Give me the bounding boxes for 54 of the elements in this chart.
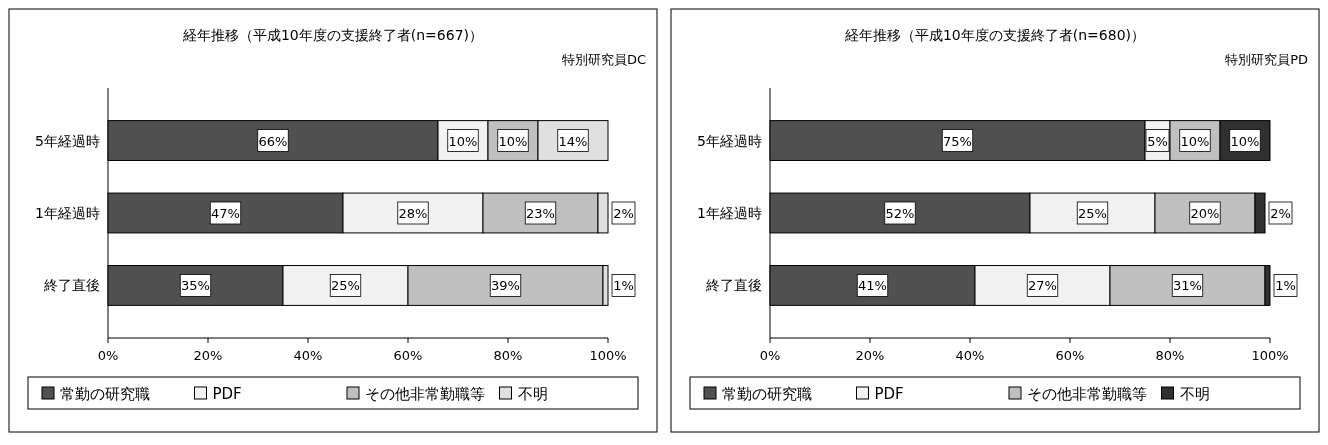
- data-label: 66%: [258, 133, 288, 149]
- legend-label: 常勤の研究職: [60, 385, 150, 403]
- y-tick-label: 終了直後: [43, 277, 100, 294]
- data-label: 10%: [498, 133, 528, 149]
- data-label: 52%: [885, 206, 915, 221]
- y-tick-label: 1年経過時: [35, 205, 100, 221]
- x-tick-label: 20%: [855, 348, 885, 363]
- legend-label: その他非常勤職等: [365, 385, 485, 403]
- x-tick-label: 0%: [97, 348, 119, 363]
- data-label: 10%: [1230, 133, 1260, 149]
- data-label: 75%: [943, 133, 972, 149]
- data-label: 25%: [1078, 206, 1107, 221]
- x-tick-label: 80%: [493, 348, 523, 363]
- data-label: 39%: [491, 278, 520, 294]
- data-label: 10%: [1180, 133, 1210, 149]
- data-label: 20%: [1190, 206, 1220, 221]
- legend-label: 常勤の研究職: [722, 385, 812, 403]
- data-label: 27%: [1028, 278, 1057, 294]
- data-label: 25%: [331, 278, 360, 294]
- chart-subtitle: 特別研究員DC: [561, 52, 646, 67]
- data-label: 1%: [613, 278, 634, 294]
- x-tick-label: 20%: [193, 348, 223, 363]
- data-label: 10%: [448, 133, 478, 149]
- x-tick-label: 0%: [759, 348, 781, 363]
- y-tick-label: 5年経過時: [697, 132, 762, 149]
- y-tick-label: 終了直後: [705, 277, 762, 294]
- data-label: 31%: [1173, 278, 1202, 294]
- y-tick-label: 5年経過時: [35, 132, 100, 149]
- x-tick-label: 100%: [1251, 348, 1289, 363]
- x-tick-label: 80%: [1155, 348, 1185, 363]
- x-tick-label: 40%: [293, 348, 323, 363]
- chart-title: 経年推移（平成10年度の支援終了者(n=680)）: [843, 27, 1146, 43]
- data-label: 2%: [613, 206, 634, 221]
- data-label: 23%: [526, 206, 555, 221]
- data-label: 1%: [1275, 278, 1296, 294]
- data-label: 35%: [181, 278, 210, 294]
- legend-label: PDF: [874, 385, 904, 403]
- chart-title: 経年推移（平成10年度の支援終了者(n=667)）: [181, 27, 484, 43]
- data-label: 14%: [558, 133, 588, 149]
- data-label: 47%: [211, 206, 240, 221]
- data-label: 41%: [858, 278, 887, 294]
- legend-label: 不明: [517, 385, 548, 403]
- data-label: 28%: [398, 206, 428, 221]
- legend-label: 不明: [1179, 385, 1210, 403]
- legend-label: PDF: [212, 385, 242, 403]
- x-tick-label: 60%: [1055, 348, 1085, 363]
- x-tick-label: 100%: [589, 348, 627, 363]
- x-tick-label: 40%: [955, 348, 985, 363]
- y-tick-label: 1年経過時: [697, 205, 762, 221]
- data-label: 2%: [1270, 206, 1291, 221]
- data-label: 5%: [1147, 133, 1168, 149]
- legend-label: その他非常勤職等: [1027, 385, 1147, 403]
- x-tick-label: 60%: [393, 348, 423, 363]
- chart-subtitle: 特別研究員PD: [1225, 52, 1308, 67]
